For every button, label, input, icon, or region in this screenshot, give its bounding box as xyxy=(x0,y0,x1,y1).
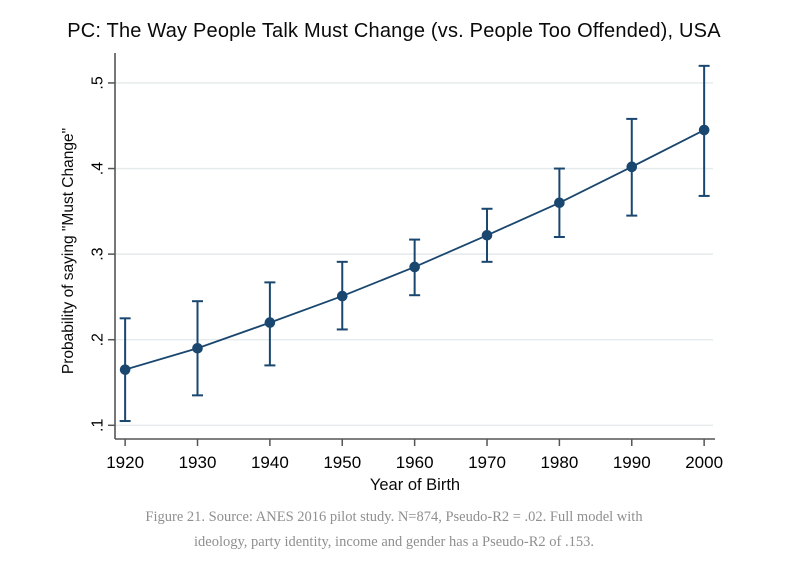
x-tick-label: 1990 xyxy=(613,453,651,472)
data-point-marker xyxy=(481,230,493,241)
caption-line-1: Figure 21. Source: ANES 2016 pilot study… xyxy=(145,509,643,525)
x-tick-label: 1940 xyxy=(251,453,289,472)
y-tick-label: .4 xyxy=(90,162,107,175)
x-tick-label: 2000 xyxy=(685,453,723,472)
x-axis-title: Year of Birth xyxy=(369,476,461,494)
data-point-marker xyxy=(554,197,565,209)
x-tick-label: 1950 xyxy=(323,453,361,472)
x-tick-label: 1930 xyxy=(179,453,217,472)
y-tick-label: .5 xyxy=(90,76,107,89)
data-point-marker xyxy=(409,261,420,273)
y-tick-label: .3 xyxy=(90,247,107,260)
y-tick-label: .1 xyxy=(90,419,107,432)
caption-line-2: ideology, party identity, income and gen… xyxy=(193,534,594,550)
data-point-marker xyxy=(119,364,131,375)
plot-area: .1 .2 .3 .4 .5 1920 1930 1940 1950 1960 1970 1980 19… xyxy=(90,53,723,472)
figure-caption: Figure 21. Source: ANES 2016 pilot study… xyxy=(0,505,788,555)
data-point-marker xyxy=(698,124,710,136)
data-point-marker xyxy=(192,342,203,354)
x-tick-label: 1970 xyxy=(468,453,506,472)
x-tick-label: 1980 xyxy=(540,453,578,472)
data-point-marker xyxy=(626,161,638,173)
data-point-marker xyxy=(264,317,276,328)
x-tick-label: 1960 xyxy=(396,453,434,472)
data-point-marker xyxy=(336,290,348,302)
x-tick-label: 1920 xyxy=(106,453,144,472)
chart-title: PC: The Way People Talk Must Change (vs.… xyxy=(67,20,721,42)
y-tick-label: .2 xyxy=(90,333,107,346)
